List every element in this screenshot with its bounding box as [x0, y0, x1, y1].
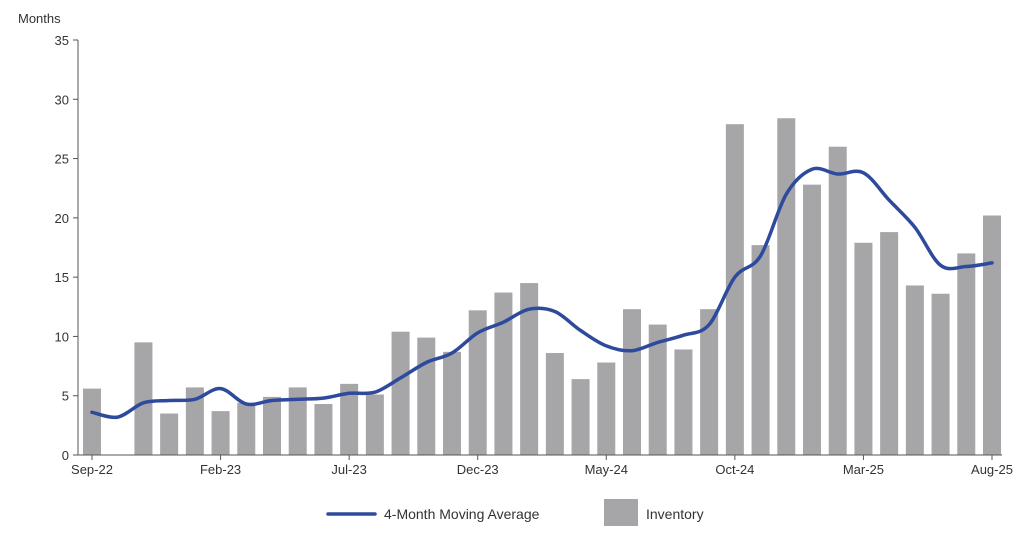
axis-layer [77, 40, 1002, 456]
y-tick-label: 30 [55, 92, 69, 107]
legend-label-inventory: Inventory [646, 506, 704, 522]
inventory-bar [417, 337, 436, 455]
inventory-bar [314, 404, 333, 455]
inventory-bar [777, 118, 796, 455]
inventory-bar [83, 388, 101, 455]
inventory-bar [983, 215, 1001, 455]
inventory-bar [545, 353, 564, 455]
inventory-bar [725, 124, 744, 455]
inventory-bar [854, 242, 873, 455]
inventory-bar [803, 184, 821, 455]
inventory-bar [443, 351, 461, 455]
y-tick-label: 20 [55, 211, 69, 226]
y-tick-label: 5 [62, 389, 69, 404]
legend-box-swatch [604, 499, 638, 526]
inventory-bar [520, 283, 539, 455]
inventory-bar [365, 394, 384, 455]
x-tick-label: Dec-23 [457, 462, 499, 477]
line-layer [90, 166, 994, 420]
moving-average-line [90, 166, 994, 420]
legend-label-moving-average: 4-Month Moving Average [384, 506, 540, 522]
inventory-bar [957, 253, 976, 455]
inventory-bar [597, 362, 616, 455]
inventory-bar [211, 411, 230, 455]
x-tick-label: Oct-24 [715, 462, 754, 477]
inventory-bar [931, 293, 950, 455]
y-tick-label: 25 [55, 152, 69, 167]
inventory-bar [391, 331, 410, 455]
x-tick-label: May-24 [585, 462, 628, 477]
inventory-bar [674, 349, 693, 455]
inventory-bar [468, 310, 487, 455]
y-ticks-layer: 0 5 10 15 20 25 30 35 [55, 33, 78, 463]
y-tick-label: 35 [55, 33, 69, 48]
y-tick-label: 0 [62, 448, 69, 463]
x-tick-label: Aug-25 [971, 462, 1013, 477]
inventory-bar [828, 146, 847, 455]
y-axis-title: Months [18, 11, 61, 26]
inventory-bar [340, 383, 359, 455]
inventory-bar [880, 232, 899, 455]
x-ticks-layer: Sep-22 Feb-23 Jul-23 Dec-23 May-24 Oct-24 Mar-… [71, 455, 1013, 477]
inventory-bar [134, 342, 153, 455]
x-tick-label: Sep-22 [71, 462, 113, 477]
inventory-bar [905, 285, 924, 455]
inventory-bar [160, 413, 179, 455]
inventory-bar [648, 324, 667, 455]
inventory-bar [288, 387, 307, 455]
inventory-bar [571, 379, 590, 455]
inventory-bar [185, 387, 204, 455]
bars-layer [83, 118, 1001, 455]
inventory-bar [623, 309, 641, 455]
inventory-bar [700, 309, 719, 455]
inventory-bar [237, 402, 256, 455]
inventory-bar [263, 396, 281, 455]
inventory-bar [751, 245, 770, 455]
legend: 4-Month Moving Average Inventory [326, 499, 704, 526]
x-tick-label: Mar-25 [843, 462, 884, 477]
x-tick-label: Jul-23 [331, 462, 366, 477]
y-tick-label: 10 [55, 329, 69, 344]
y-tick-label: 15 [55, 270, 69, 285]
inventory-bar [494, 292, 513, 455]
x-tick-label: Feb-23 [200, 462, 241, 477]
